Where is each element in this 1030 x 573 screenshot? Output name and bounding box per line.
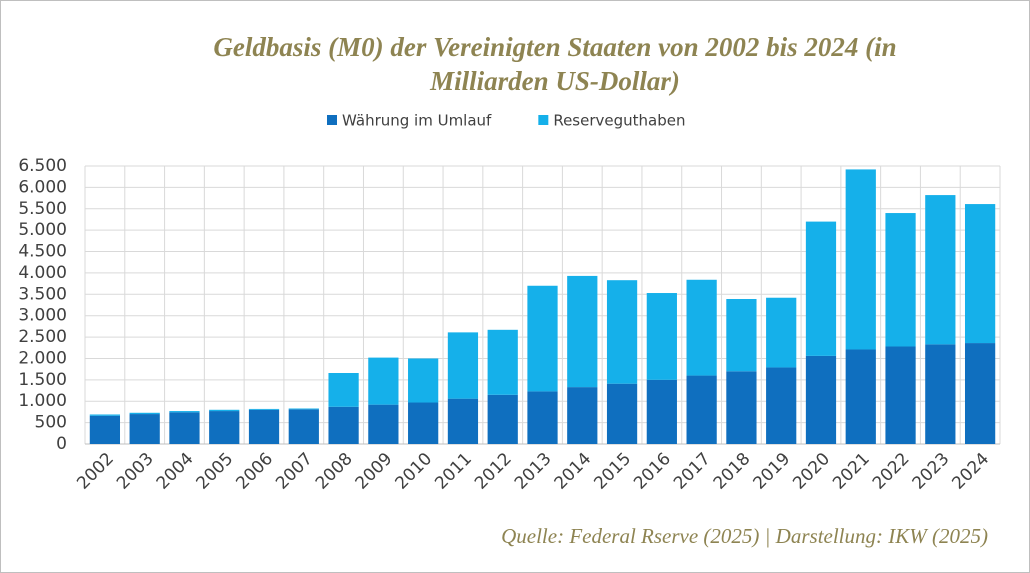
bar-segment — [209, 411, 240, 444]
bar-segment — [726, 299, 757, 372]
bar-segment — [766, 367, 797, 444]
y-tick-label: 6.000 — [18, 177, 67, 197]
bar-segment — [209, 409, 240, 412]
bar-segment — [805, 221, 837, 356]
source-note: Quelle: Federal Rserve (2025) | Darstell… — [501, 524, 988, 548]
y-tick-label: 6.500 — [18, 156, 67, 176]
x-tick-label: 2013 — [511, 449, 556, 494]
bar-segment — [527, 285, 558, 392]
x-tick-label: 2009 — [352, 449, 397, 494]
bar-segment — [646, 293, 677, 380]
y-tick-label: 500 — [35, 413, 67, 433]
y-tick-label: 1.000 — [18, 391, 67, 411]
bar-segment — [925, 344, 956, 444]
bar-segment — [567, 275, 598, 388]
x-tick-label: 2016 — [630, 449, 675, 494]
bar-segment — [328, 373, 359, 407]
legend-label: Währung im Umlauf — [342, 112, 492, 130]
bar-segment — [766, 297, 797, 368]
x-tick-label: 2019 — [750, 449, 795, 494]
bar-segment — [447, 398, 479, 444]
x-tick-label: 2017 — [670, 449, 715, 494]
x-tick-label: 2015 — [590, 449, 635, 494]
bar-segment — [328, 406, 359, 444]
y-tick-label: 4.500 — [18, 242, 67, 262]
bar-segment — [487, 329, 518, 395]
y-tick-label: 2.500 — [18, 327, 67, 347]
bar-segment — [964, 343, 996, 444]
x-tick-label: 2020 — [789, 449, 834, 494]
x-tick-label: 2022 — [869, 449, 914, 494]
x-tick-label: 2006 — [232, 449, 277, 494]
y-tick-label: 2.000 — [18, 348, 67, 368]
y-tick-label: 1.500 — [18, 370, 67, 390]
bar-segment — [129, 412, 160, 415]
x-tick-label: 2005 — [193, 449, 238, 494]
y-tick-label: 5.500 — [18, 199, 67, 219]
bar-segment — [248, 408, 280, 410]
bar-segment — [487, 394, 518, 444]
bar-segment — [885, 213, 916, 347]
x-tick-label: 2010 — [391, 449, 436, 494]
bar-segment — [964, 204, 996, 344]
x-tick-label: 2014 — [551, 449, 596, 494]
legend-swatch — [538, 115, 549, 125]
x-tick-label: 2002 — [73, 449, 118, 494]
bar-segment — [527, 391, 558, 444]
y-tick-label: 4.000 — [18, 263, 67, 283]
x-tick-label: 2018 — [710, 449, 755, 494]
bar-segment — [248, 409, 280, 444]
bar-segment — [447, 332, 479, 399]
bar-segment — [606, 280, 638, 384]
bar-segment — [129, 414, 160, 444]
x-tick-label: 2012 — [471, 449, 516, 494]
y-tick-label: 0 — [56, 434, 67, 454]
x-tick-label: 2024 — [948, 449, 993, 494]
bar-segment — [686, 279, 717, 376]
bar-segment — [288, 408, 319, 410]
bar-segment — [885, 346, 916, 444]
bar-segment — [368, 404, 399, 444]
legend-swatch — [327, 115, 337, 125]
x-tick-label: 2003 — [113, 449, 158, 494]
bar-segment — [288, 409, 319, 444]
x-tick-label: 2011 — [431, 449, 476, 494]
bar-segment — [408, 358, 439, 403]
x-tick-label: 2007 — [272, 449, 317, 494]
bar-segment — [845, 349, 876, 444]
legend-label: Reserveguthaben — [553, 112, 685, 130]
bar-segment — [805, 355, 837, 444]
x-tick-label: 2004 — [153, 449, 198, 494]
bar-segment — [89, 415, 121, 444]
bar-segment — [408, 402, 439, 444]
bar-segment — [89, 414, 121, 416]
bar-segment — [606, 383, 638, 444]
bar-segment — [169, 412, 200, 444]
y-tick-label: 5.000 — [18, 220, 67, 240]
chart-title: Geldbasis (M0) der Vereinigten Staaten v… — [213, 32, 897, 96]
bar-segment — [845, 169, 876, 350]
x-tick-label: 2021 — [829, 449, 874, 494]
bar-segment — [646, 379, 677, 444]
bar-segment — [726, 371, 757, 444]
y-tick-label: 3.500 — [18, 284, 67, 304]
bar-segment — [368, 357, 399, 405]
bar-segment — [567, 387, 598, 444]
bar-segment — [925, 195, 956, 345]
x-tick-label: 2008 — [312, 449, 357, 494]
x-tick-label: 2023 — [909, 449, 954, 494]
y-tick-label: 3.000 — [18, 306, 67, 326]
bar-segment — [686, 375, 717, 444]
bar-segment — [169, 411, 200, 413]
